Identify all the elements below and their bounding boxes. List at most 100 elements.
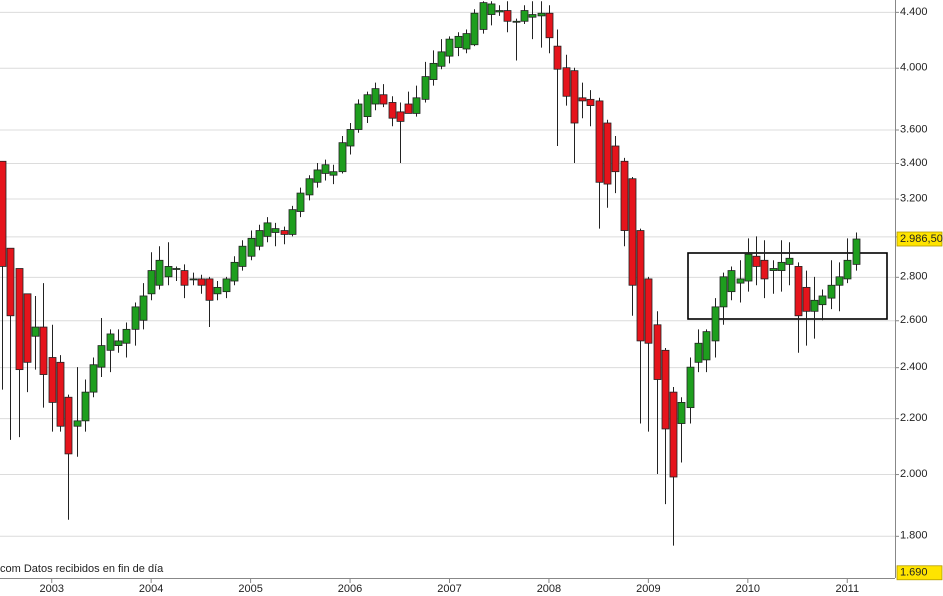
candle-body [379, 94, 388, 105]
candle-body [470, 12, 479, 46]
candle-body [56, 361, 65, 427]
x-tick-label: 2004 [139, 583, 163, 595]
candle-body [669, 391, 678, 478]
y-tick-label: 3.600 [900, 123, 928, 135]
candle-body [769, 268, 778, 271]
candle-body [23, 293, 32, 363]
candle-body [255, 230, 264, 247]
candle-body [603, 122, 612, 185]
candle-body [89, 364, 98, 393]
candle-body [371, 88, 380, 105]
candle-body [139, 295, 148, 321]
candle-body [131, 306, 140, 330]
candle-body [553, 45, 562, 70]
candle-body [205, 278, 214, 301]
candle-body [479, 2, 488, 30]
candle-body [677, 402, 686, 424]
candle-body [197, 278, 206, 286]
candle-body [238, 245, 247, 267]
candle-body [702, 331, 711, 361]
candle-body [802, 286, 811, 312]
y-tick-label: 4.000 [900, 62, 928, 74]
min-value-label: 1.690 [900, 567, 928, 579]
y-tick-label: 2.800 [900, 271, 928, 283]
candle-body [305, 178, 314, 196]
candle-body [570, 70, 579, 124]
candle-body [97, 345, 106, 368]
candle-body [437, 51, 446, 67]
candle-body [462, 33, 471, 50]
min-value-box [896, 565, 943, 581]
candle-body [653, 324, 662, 380]
candle-body [719, 276, 728, 308]
candle-body [595, 100, 604, 183]
candle-body [694, 342, 703, 363]
candle-body [180, 270, 189, 286]
candle-body [354, 103, 363, 130]
candle-body [412, 97, 421, 114]
candle-body [636, 230, 645, 342]
candle-body [172, 268, 181, 270]
y-tick-label: 2.000 [900, 468, 928, 480]
candle-body [429, 62, 438, 80]
candle-body [388, 102, 397, 119]
candle-body [189, 278, 198, 281]
y-tick-label: 3.400 [900, 157, 928, 169]
candle-body [562, 67, 571, 97]
candle-body [537, 12, 546, 17]
candle-body [785, 257, 794, 265]
candle-body [503, 10, 512, 22]
candle-body [164, 266, 173, 278]
candle-body [827, 284, 836, 299]
candle-body [230, 261, 239, 282]
candle-body [122, 328, 131, 344]
candle-body [611, 145, 620, 173]
candle-body [445, 38, 454, 57]
x-tick-label: 2008 [537, 583, 561, 595]
candle-body [628, 178, 637, 286]
candle-body [661, 349, 670, 430]
candle-body [620, 160, 629, 231]
candle-body [578, 97, 587, 102]
candle-body [213, 286, 222, 295]
candle-body [73, 420, 82, 427]
candle-body [487, 3, 496, 15]
candle-body [338, 142, 347, 173]
y-tick-label: 1.800 [900, 530, 928, 542]
candle-body [81, 391, 90, 422]
x-tick-label: 2009 [636, 583, 660, 595]
candle-body [810, 299, 819, 312]
candle-body [396, 111, 405, 122]
candle-body [454, 35, 463, 48]
candle-body [752, 255, 761, 267]
candle-body [280, 230, 289, 235]
candle-body [31, 326, 40, 337]
candle-body [346, 129, 355, 147]
candle-body [64, 396, 73, 455]
candle-body [155, 259, 164, 286]
candle-body [852, 238, 861, 265]
y-tick-label: 2.400 [900, 361, 928, 373]
candle-body [421, 76, 430, 100]
candle-body [15, 268, 24, 371]
candle-body [106, 333, 115, 351]
candle-body [843, 259, 852, 280]
candle-body [321, 164, 330, 174]
candle-body [288, 209, 297, 235]
y-tick-label: 4.400 [900, 6, 928, 18]
range-box [687, 252, 888, 320]
y-tick-label: 3.200 [900, 192, 928, 204]
x-tick-label: 2010 [736, 583, 760, 595]
candle-body [835, 276, 844, 286]
candle-body [296, 192, 305, 212]
x-tick-label: 2011 [835, 583, 859, 595]
candle-body [512, 20, 521, 23]
candle-body [114, 340, 123, 346]
candle-body [0, 160, 7, 267]
last-value-box [896, 231, 943, 247]
candle-body [147, 270, 156, 295]
last-value-label: 2.986,50 [900, 233, 943, 245]
candle-body [818, 295, 827, 306]
y-tick-label: 2.600 [900, 314, 928, 326]
